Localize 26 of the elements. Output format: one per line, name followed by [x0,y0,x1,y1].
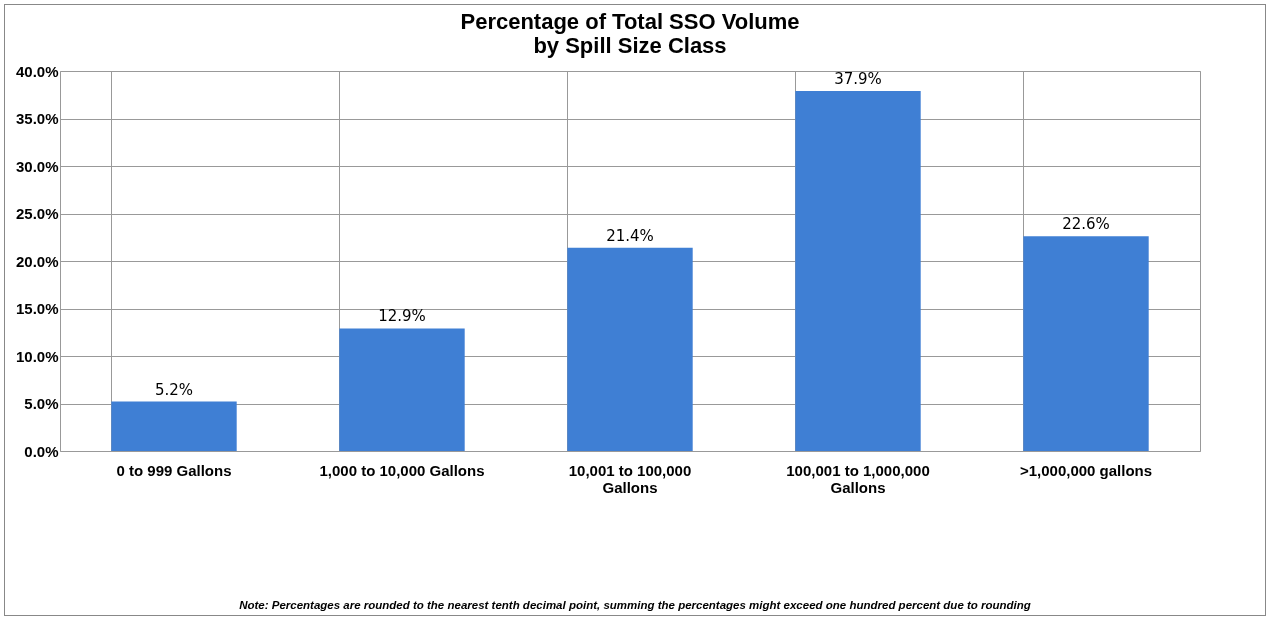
y-tick-label: 30.0% [15,157,59,175]
bar [795,90,921,451]
data-label: 5.2% [154,380,194,399]
y-tick-label: 0.0% [24,442,59,460]
bar [567,247,693,451]
bar [1023,236,1149,451]
x-tick-label: >1,000,000 gallons [1019,461,1153,479]
y-tick-label: 25.0% [15,205,59,222]
x-tick-label: 10,001 to 100,000 Gallons [568,461,692,496]
text: Note: Percentages are rounded to the nearest tenth decimal point, summing the percentages might exceed one hundred percent due to rounding [238,599,1032,611]
data-label: 12.9% [378,307,426,326]
bar [339,328,465,451]
data-label: 22.6% [1062,215,1110,234]
y-tick-label: 20.0% [15,252,59,270]
x-tick-label: 0 to 999 Gallons [116,461,232,479]
bar [111,401,237,451]
y-tick-label: 15.0% [15,300,59,317]
data-label: 21.4% [606,226,654,245]
x-tick-label: 100,001 to 1,000,000 Gallons [786,461,930,496]
y-tick-label: 10.0% [15,347,59,365]
y-tick-label: 40.0% [15,62,59,80]
y-tick-label: 35.0% [15,110,59,127]
x-tick-label: 1,000 to 10,000 Gallons [319,461,485,479]
data-label: 37.9% [834,69,882,88]
y-tick-label: 5.0% [24,395,59,412]
chart-title: Percentage of Total SSO Volume by Spill Size Class [460,9,800,58]
